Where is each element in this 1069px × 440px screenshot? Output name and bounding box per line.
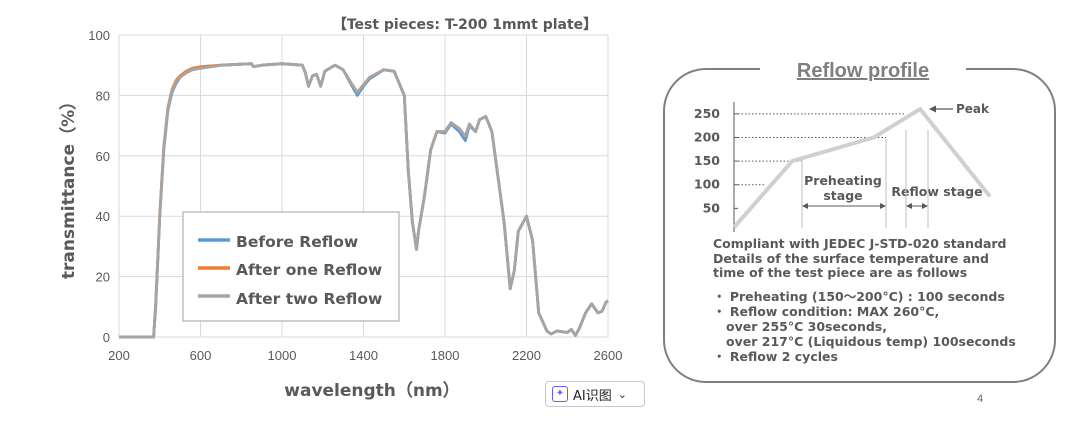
page-number: 4: [977, 393, 984, 405]
x-tick-label: 600: [190, 348, 212, 363]
reflow-intro: Compliant with JEDEC J-STD-020 standard …: [713, 236, 1007, 281]
x-tick-label: 1800: [431, 348, 460, 363]
reflow-profile-curve: [732, 107, 992, 229]
y-tick-label: 60: [96, 149, 110, 164]
ai-button-label: AI识图: [573, 388, 612, 404]
x-tick-label: 2200: [512, 348, 541, 363]
chart-title: 【Test pieces: T-200 1mmt plate】: [333, 17, 597, 33]
reflow-condition-item: ・ Reflow 2 cycles: [713, 349, 838, 364]
chevron-down-icon[interactable]: ⌄: [617, 387, 627, 401]
y-tick-label: 40: [96, 209, 110, 224]
y-tick-label: 20: [96, 270, 110, 285]
x-tick-label: 1400: [349, 348, 378, 363]
x-tick-label: 200: [108, 348, 130, 363]
legend-label-after-one: After one Reflow: [236, 261, 382, 279]
reflow-profile-panel: 50 100 150 200 250 Peak Preheating stage Ref…: [663, 68, 1056, 383]
profile-y-tick-label: 200: [694, 129, 720, 144]
ai-sparkle-icon: ✦: [552, 386, 568, 402]
peak-label: Peak: [956, 102, 990, 116]
legend: Before Reflow After one Reflow After two…: [182, 211, 400, 322]
reflow-profile-title: Reflow profile: [760, 60, 966, 83]
preheat-arrow-right: [880, 203, 886, 209]
profile-y-tick-label: 50: [703, 200, 721, 215]
legend-label-before: Before Reflow: [236, 233, 358, 251]
ai-image-button[interactable]: ✦ AI识图 ⌄: [545, 381, 645, 407]
reflow-condition-item: ・ Preheating (150～200°C) : 100 seconds: [713, 289, 1005, 304]
y-axis-title: transmittance（%）: [58, 93, 79, 279]
preheat-arrow-left: [802, 203, 808, 209]
x-axis-title: wavelength（nm）: [284, 380, 459, 401]
transmittance-chart: 【Test pieces: T-200 1mmt plate】 0 20 40 60 8…: [58, 17, 622, 401]
profile-y-tick-label: 100: [694, 177, 720, 192]
reflow-conditions-list: ・ Preheating (150～200°C) : 100 seconds ・…: [713, 289, 1016, 364]
reflow-stage-label: Reflow stage: [891, 184, 982, 199]
reflow-condition-item: ・ Reflow condition: MAX 260°C,: [713, 304, 940, 319]
profile-y-tick-label: 150: [694, 153, 720, 168]
series-line-after-two-reflow: [119, 62, 609, 339]
preheating-label-line1: Preheating: [804, 173, 882, 188]
reflow-intro-line: Details of the surface temperature and: [713, 250, 989, 266]
reflow-arrow-left: [906, 203, 912, 209]
y-tick-label: 100: [88, 28, 110, 43]
profile-annotations: Peak Preheating stage Reflow stage: [801, 102, 990, 228]
reflow-intro-line: time of the test piece are as follows: [713, 265, 968, 280]
reflow-arrow-right: [922, 203, 928, 209]
x-tick-label: 1000: [268, 348, 297, 363]
reflow-condition-item: over 255°C 30seconds,: [713, 319, 887, 334]
peak-arrow-head: [929, 105, 936, 113]
preheating-label-line2: stage: [823, 188, 862, 203]
reflow-condition-item: over 217°C (Liquidous temp) 100seconds: [713, 334, 1016, 349]
legend-label-after-two: After two Reflow: [236, 290, 382, 308]
reflow-intro-line: Compliant with JEDEC J-STD-020 standard: [713, 236, 1007, 251]
profile-y-tick-label: 250: [694, 106, 720, 121]
y-tick-label: 80: [96, 88, 110, 103]
x-tick-label: 2600: [594, 348, 623, 363]
y-tick-label: 0: [103, 330, 110, 345]
